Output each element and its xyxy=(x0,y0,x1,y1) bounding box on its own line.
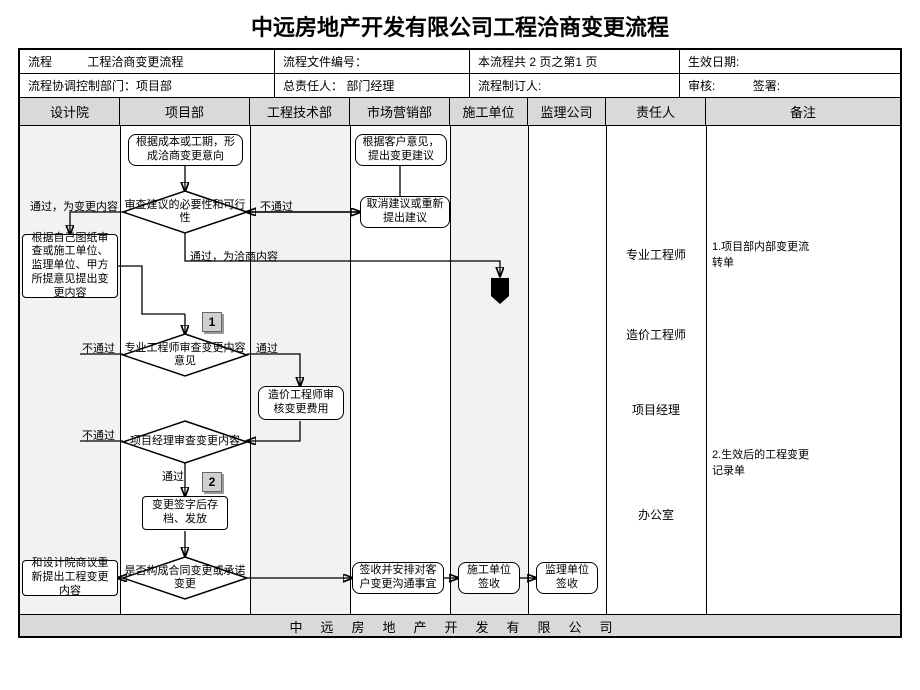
node-start-cost: 根据成本或工期，形成洽商变更意向 xyxy=(128,134,243,166)
hdr-sign: 签署: xyxy=(753,79,780,93)
hdr-date: 生效日期: xyxy=(680,50,900,73)
label-pass-3: 通过 xyxy=(162,468,184,484)
node-customer-comm: 签收并安排对客户变更沟通事宜 xyxy=(352,562,444,594)
note-1: 1.项目部内部变更流转单 xyxy=(712,238,812,270)
flowchart-body: 根据成本或工期，形成洽商变更意向 根据客户意见，提出变更建议 审查建议的必要性和… xyxy=(20,126,900,636)
hdr-approve: 审核: 签署: xyxy=(680,74,900,97)
hdr-audit: 审核: xyxy=(688,79,715,93)
col-market: 市场营销部 xyxy=(350,98,450,125)
col-project: 项目部 xyxy=(120,98,250,125)
node-drawing-review: 根据自己图纸审查或施工单位、监理单位、甲方所提意见提出变更内容 xyxy=(22,234,118,298)
header-row-2: 流程协调控制部门：项目部 总责任人： 部门经理 流程制订人: 审核: 签署: xyxy=(20,74,900,98)
note-2: 2.生效后的工程变更记录单 xyxy=(712,446,812,478)
hdr-owner: 总责任人： 部门经理 xyxy=(275,74,470,97)
tag-1: 1 xyxy=(202,312,222,332)
hdr-dept: 流程协调控制部门：项目部 xyxy=(20,74,275,97)
resp-office: 办公室 xyxy=(616,506,696,523)
footer-company: 中远房地产开发有限公司 xyxy=(20,614,900,636)
label-pass-negotiate: 通过，为洽商内容 xyxy=(190,248,278,264)
node-cost-review: 造价工程师审核变更费用 xyxy=(258,386,344,420)
col-design: 设计院 xyxy=(20,98,120,125)
vline-7 xyxy=(706,126,707,614)
col-tech: 工程技术部 xyxy=(250,98,350,125)
hdr-label: 流程 xyxy=(28,55,52,69)
decision-necessity-text: 审查建议的必要性和可行性 xyxy=(121,189,249,235)
lane-bg-5 xyxy=(450,126,528,614)
vline-3 xyxy=(350,126,351,614)
vline-6 xyxy=(606,126,607,614)
header-row-1: 流程 工程洽商变更流程 流程文件编号： 本流程共 2 页之第1 页 生效日期: xyxy=(20,50,900,74)
col-construct: 施工单位 xyxy=(450,98,528,125)
node-customer-suggest: 根据客户意见，提出变更建议 xyxy=(355,134,447,166)
decision-contract-text: 是否构成合同变更或承诺变更 xyxy=(121,555,249,601)
resp-pm: 项目经理 xyxy=(616,401,696,418)
col-resp: 责任人 xyxy=(606,98,706,125)
resp-cost: 造价工程师 xyxy=(616,326,696,343)
offpage-connector xyxy=(491,278,509,296)
node-supervise-sign: 监理单位签收 xyxy=(536,562,598,594)
flowchart-container: 流程 工程洽商变更流程 流程文件编号： 本流程共 2 页之第1 页 生效日期: … xyxy=(18,48,902,638)
label-pass-2: 通过 xyxy=(256,340,278,356)
hdr-process: 流程 工程洽商变更流程 xyxy=(20,50,275,73)
node-construct-sign: 施工单位签收 xyxy=(458,562,520,594)
label-fail-3: 不通过 xyxy=(82,427,115,443)
page-title: 中远房地产开发有限公司工程洽商变更流程 xyxy=(0,0,920,48)
decision-pm-text: 项目经理审查变更内容 xyxy=(121,419,249,465)
label-fail-2: 不通过 xyxy=(82,340,115,356)
hdr-docno: 流程文件编号： xyxy=(275,50,470,73)
hdr-val: 工程洽商变更流程 xyxy=(87,55,183,69)
hdr-author: 流程制订人: xyxy=(470,74,680,97)
vline-5 xyxy=(528,126,529,614)
col-supervise: 监理公司 xyxy=(528,98,606,125)
node-redesign: 和设计院商议重新提出工程变更内容 xyxy=(22,560,118,596)
col-note: 备注 xyxy=(706,98,900,125)
label-pass-change: 通过，为变更内容 xyxy=(30,198,118,214)
hdr-page: 本流程共 2 页之第1 页 xyxy=(470,50,680,73)
vline-4 xyxy=(450,126,451,614)
node-cancel-suggest: 取消建议或重新提出建议 xyxy=(360,196,450,228)
decision-engineer-text: 专业工程师审查变更内容意见 xyxy=(121,332,249,378)
tag-2: 2 xyxy=(202,472,222,492)
node-archive: 变更签字后存档、发放 xyxy=(142,496,228,530)
label-fail-1: 不通过 xyxy=(260,198,293,214)
resp-engineer: 专业工程师 xyxy=(616,246,696,263)
vline-2 xyxy=(250,126,251,614)
swimlane-header: 设计院 项目部 工程技术部 市场营销部 施工单位 监理公司 责任人 备注 xyxy=(20,98,900,126)
